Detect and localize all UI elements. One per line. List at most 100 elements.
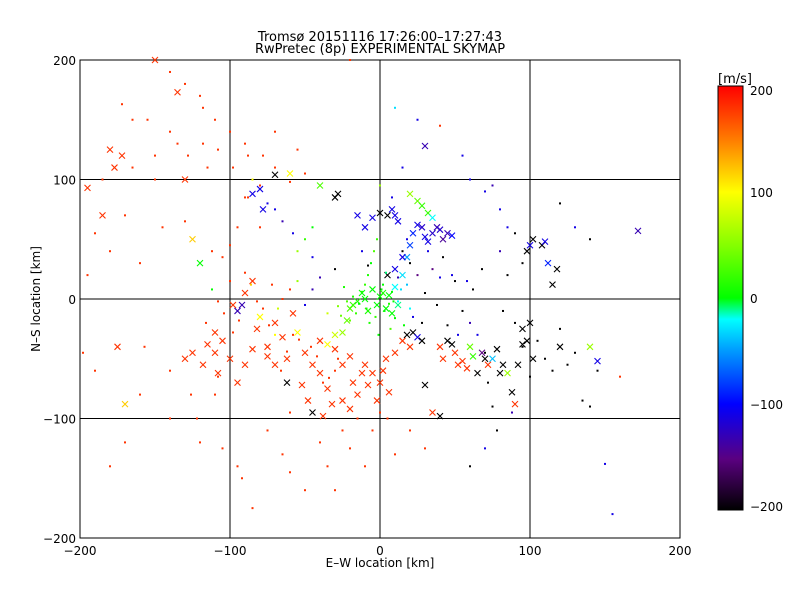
data-point-dot — [326, 312, 329, 315]
data-point-dot — [281, 453, 284, 456]
data-point-x — [189, 349, 196, 357]
data-point-dot — [289, 288, 291, 291]
data-point-x — [439, 235, 447, 243]
data-point-x — [346, 352, 354, 360]
data-point-dot — [334, 369, 336, 372]
y-tick-label: 0 — [68, 293, 76, 307]
data-point-x — [429, 409, 436, 416]
data-point-dot — [161, 226, 164, 229]
x-tick-labels: −200 −100 0 100 200 — [64, 544, 692, 558]
data-point-dot — [131, 118, 134, 121]
data-point-x — [309, 361, 316, 369]
data-point-x — [114, 343, 121, 351]
data-point-dot — [469, 321, 471, 324]
data-point-x — [319, 412, 327, 420]
data-point-x — [369, 286, 376, 293]
data-point-x — [394, 301, 402, 309]
data-point-x — [484, 361, 492, 369]
data-point-x — [84, 184, 91, 192]
data-point-dot — [274, 166, 276, 169]
data-point-x — [399, 271, 406, 279]
data-point-dot — [457, 333, 459, 336]
data-point-dot — [461, 309, 464, 312]
data-point-x — [529, 235, 537, 243]
data-point-x — [481, 355, 489, 363]
data-point-x — [519, 325, 526, 333]
data-point-dot — [196, 417, 198, 420]
data-point-x — [283, 355, 291, 363]
data-point-dot — [326, 465, 329, 468]
x-tick-label: −100 — [214, 544, 247, 558]
data-point-dot — [292, 232, 294, 235]
data-point-x — [264, 343, 271, 351]
data-point-dot — [380, 288, 383, 291]
data-point-x — [504, 369, 511, 377]
data-point-dot — [442, 256, 444, 259]
data-point-x — [331, 345, 339, 353]
data-point-x — [283, 379, 291, 387]
data-point-x — [418, 337, 426, 345]
data-point-dot — [454, 280, 456, 283]
data-point-dot — [109, 465, 111, 468]
data-point-dot — [311, 256, 314, 259]
data-point-dot — [169, 417, 171, 420]
data-point-x — [253, 325, 261, 333]
x-tick-label: 200 — [669, 544, 692, 558]
data-point-x — [271, 319, 279, 327]
data-point-dot — [236, 465, 239, 468]
data-point-dot — [311, 226, 314, 229]
data-point-dot — [310, 345, 312, 348]
data-point-dot — [365, 307, 368, 310]
data-point-dot — [400, 288, 402, 291]
data-point-dot — [184, 82, 186, 85]
data-point-dot — [205, 321, 207, 324]
data-point-dot — [352, 295, 354, 298]
data-point-dot — [469, 465, 471, 468]
data-point-dot — [484, 190, 486, 193]
data-point-x — [549, 281, 556, 289]
data-point-dot — [199, 441, 201, 444]
data-point-dot — [211, 250, 213, 253]
data-point-dot — [424, 292, 426, 295]
data-point-dot — [289, 471, 291, 474]
data-point-dot — [368, 321, 371, 324]
data-point-dot — [514, 321, 516, 324]
data-point-dot — [289, 180, 291, 183]
data-point-dot — [385, 271, 387, 274]
data-point-dot — [476, 333, 479, 336]
x-axis-label: E–W location [km] — [326, 556, 435, 570]
data-point-dot — [361, 250, 363, 253]
data-point-dot — [373, 250, 375, 253]
data-point-dot — [376, 238, 378, 241]
data-point-x — [238, 301, 246, 309]
data-point-x — [256, 185, 264, 193]
y-axis-label: N–S location [km] — [29, 246, 43, 352]
data-point-x — [439, 355, 447, 363]
data-point-x — [219, 337, 226, 345]
data-point-x — [403, 331, 411, 339]
data-point-dot — [190, 393, 192, 396]
data-point-dot — [406, 238, 408, 241]
data-point-x — [358, 369, 366, 377]
data-point-dot — [382, 283, 384, 286]
data-point-dot — [388, 302, 390, 305]
data-point-dot — [217, 148, 219, 151]
data-point-dot — [374, 315, 377, 318]
data-point-dot — [401, 166, 404, 169]
data-point-x — [379, 289, 387, 297]
data-point-dot — [244, 142, 246, 145]
data-point-dot — [416, 274, 419, 277]
data-point-x — [324, 385, 331, 393]
data-point-x — [556, 343, 564, 351]
data-point-dot — [544, 357, 546, 360]
data-point-x — [373, 397, 381, 404]
data-point-dot — [502, 309, 504, 312]
data-point-dot — [143, 345, 146, 348]
data-point-dot — [574, 226, 576, 229]
data-point-x — [421, 233, 429, 241]
data-point-x — [421, 381, 429, 389]
data-point-dot — [229, 130, 231, 133]
data-point-dot — [337, 305, 339, 308]
data-point-dot — [169, 70, 171, 73]
data-point-x — [279, 333, 286, 341]
